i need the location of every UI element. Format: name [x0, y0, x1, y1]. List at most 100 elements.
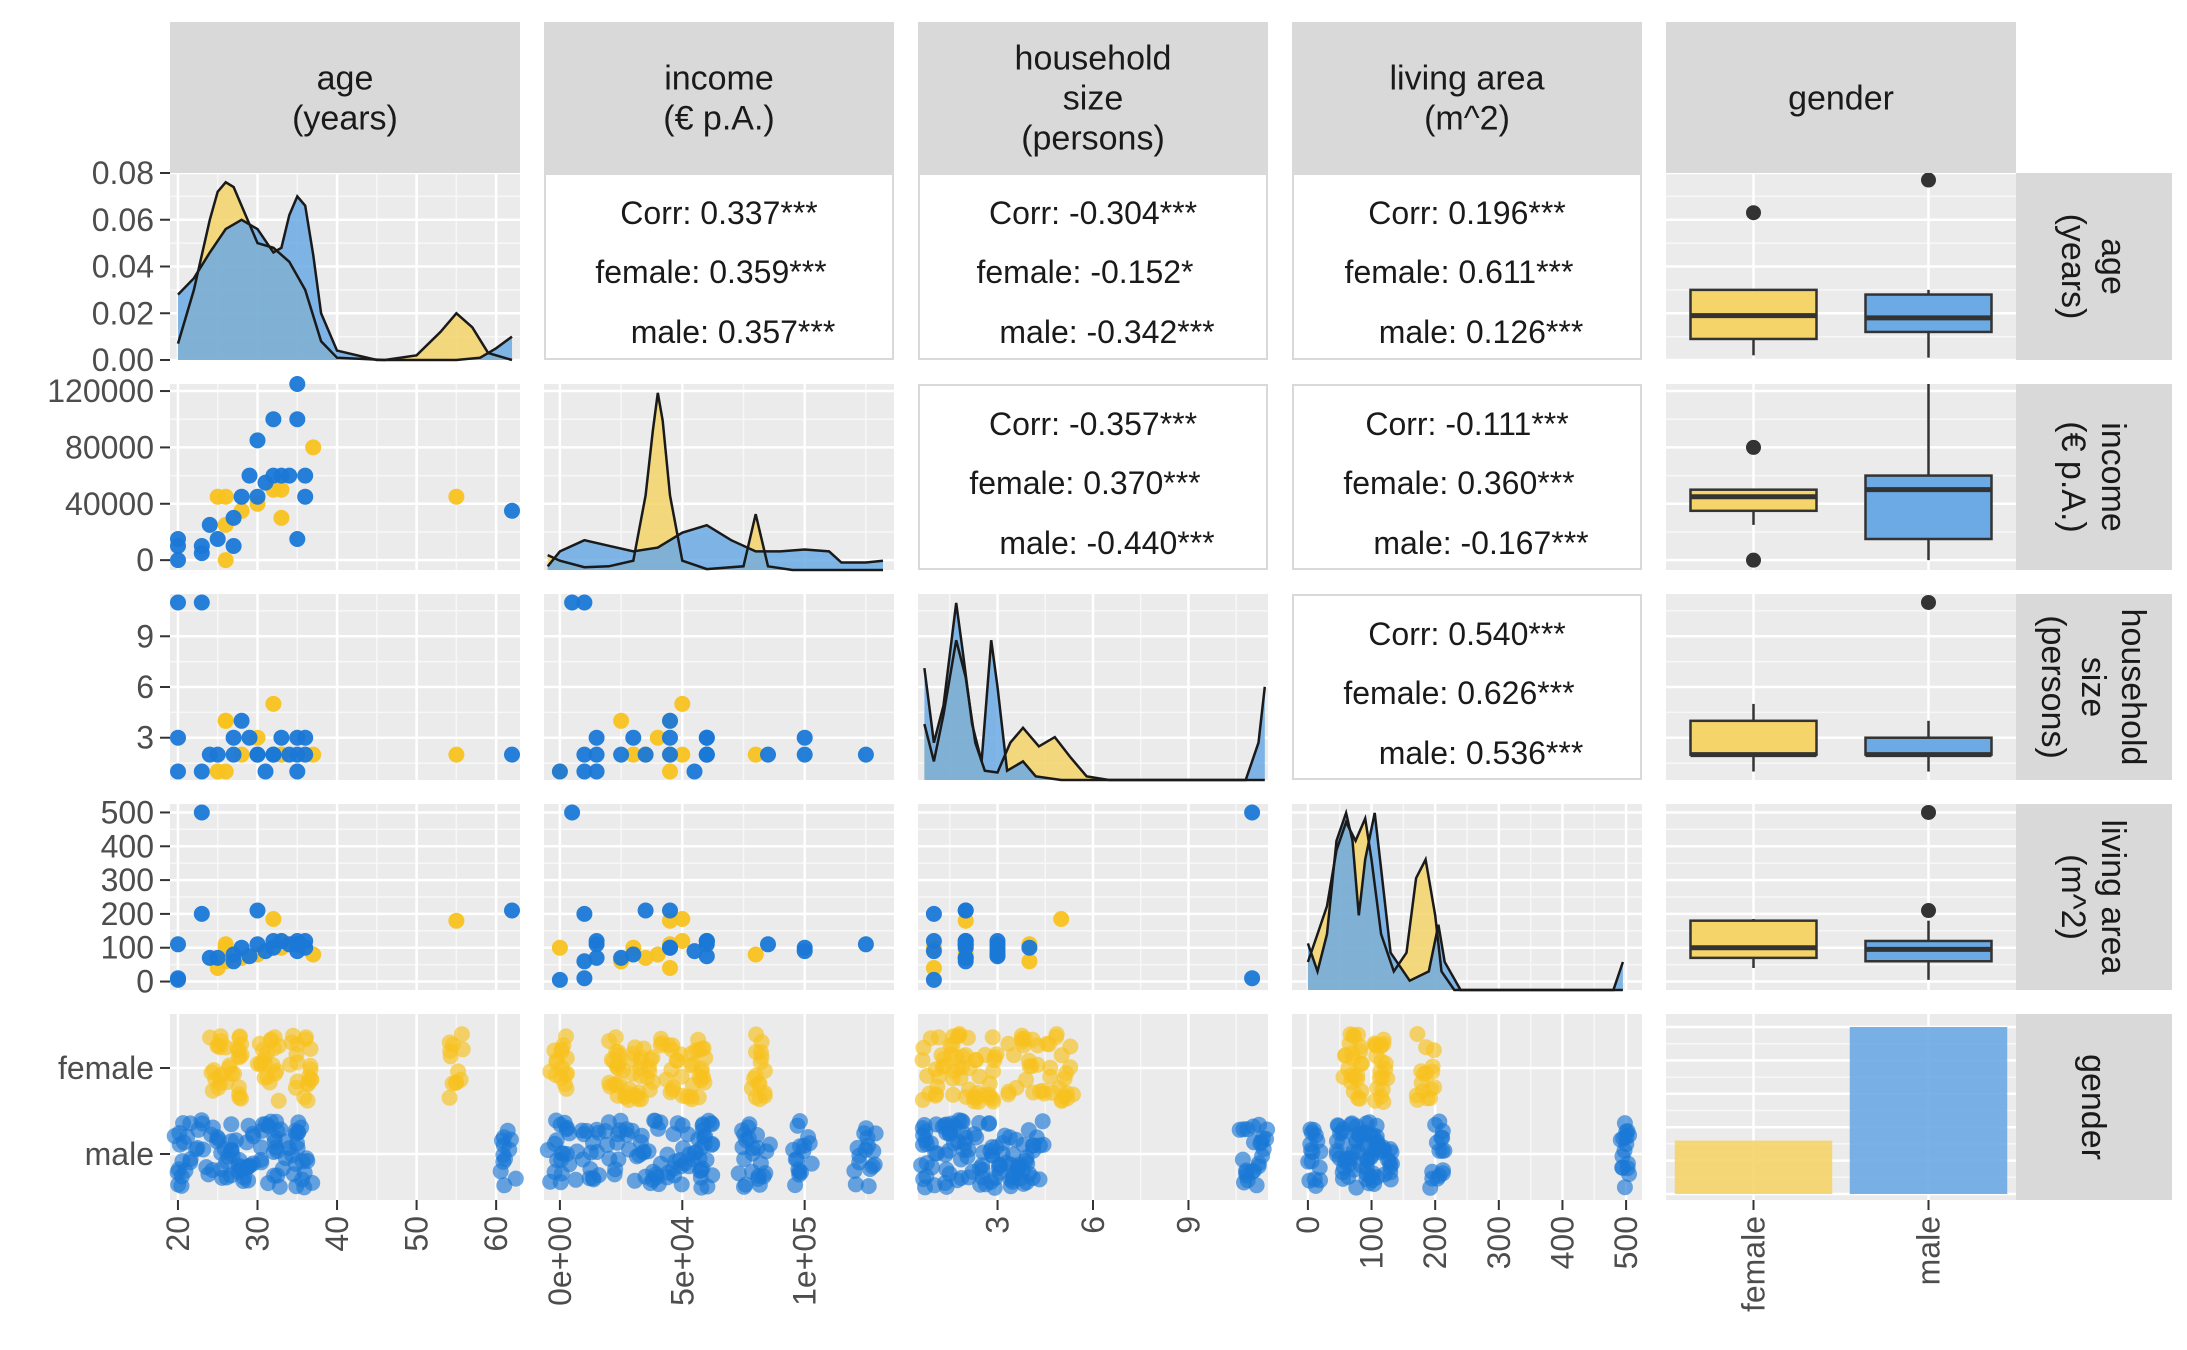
jitter-point-female [693, 1063, 710, 1080]
scatter-point-female [613, 712, 630, 729]
scatter-point-male [698, 948, 715, 965]
corr-group-label: female: 0.359*** [595, 254, 826, 290]
jitter-point-male [1431, 1113, 1448, 1130]
jitter-point-female [1005, 1047, 1022, 1064]
jitter-point-male [1231, 1121, 1248, 1138]
scatter-point-female [674, 911, 691, 927]
panel-r3-c1 [544, 804, 894, 990]
jitter-point-male [578, 1122, 595, 1139]
x-tick-label: 300 [1481, 1216, 1517, 1269]
scatter-point-female [674, 933, 691, 949]
scatter-point-male [273, 729, 290, 746]
panel-r4-c1 [539, 1014, 894, 1200]
jitter-point-male [600, 1114, 617, 1131]
y-tick-label: 0.02 [92, 295, 154, 331]
jitter-point-female [756, 1062, 773, 1079]
scatter-point-male [193, 763, 210, 780]
jitter-point-male [984, 1139, 1001, 1156]
scatter-point-female [625, 746, 642, 763]
scatter-point-male [170, 971, 186, 988]
box-body-female [1689, 919, 1818, 960]
scatter-point-male [576, 746, 593, 763]
strip-background [2016, 594, 2172, 780]
scatter-point-male [170, 763, 186, 780]
jitter-point-male [856, 1125, 873, 1142]
jitter-point-female [1425, 1042, 1442, 1059]
panel-r2-c2 [918, 594, 1268, 782]
jitter-point-male [791, 1166, 808, 1183]
jitter-point-male [669, 1115, 686, 1132]
x-tick-label: 30 [240, 1216, 276, 1252]
jitter-point-female [977, 1046, 994, 1063]
density-area-male [547, 525, 883, 570]
jitter-point-female [697, 1049, 714, 1066]
panel-r2-c0 [170, 594, 520, 780]
x-tick-label: 9 [1170, 1216, 1206, 1234]
scatter-point-male [281, 467, 298, 484]
jitter-point-male [758, 1143, 775, 1160]
strip-right-living: living area(m^2) [2016, 804, 2172, 990]
strip-top-age: age(years) [170, 22, 520, 173]
scatter-point-male [662, 939, 678, 956]
y-tick-label: 0 [136, 964, 154, 1000]
scatter-point-male [796, 729, 813, 746]
scatter-point-male [193, 594, 210, 611]
jitter-point-female [249, 1055, 266, 1072]
jitter-point-female [302, 1061, 319, 1078]
panel-r4-c2 [913, 1014, 1276, 1200]
jitter-point-female [442, 1043, 459, 1059]
panel-r0-c3: Corr: 0.196*** female: 0.611*** male: 0.12… [1292, 173, 1642, 360]
jitter-point-female [984, 1029, 1001, 1046]
corr-group-label: male: 0.126*** [1379, 314, 1584, 350]
density-line-female [923, 639, 1265, 782]
panel-r2-c4 [1666, 594, 2016, 780]
corr-panel-border [1292, 173, 1642, 360]
scatter-point-male [241, 729, 258, 746]
jitter-point-female [1020, 1052, 1037, 1069]
scatter-point-male [225, 729, 242, 746]
jitter-point-female [221, 1057, 238, 1074]
jitter-point-female [690, 1031, 707, 1048]
scatter-point-male [662, 712, 678, 729]
jitter-point-male [1236, 1174, 1252, 1191]
y-tick-label: 40000 [65, 486, 154, 522]
jitter-point-male [847, 1176, 864, 1193]
strip-top-living: living area(m^2) [1292, 22, 1642, 173]
jitter-point-male [736, 1151, 753, 1168]
jitter-point-male [569, 1143, 585, 1160]
panel-r1-c3: Corr: -0.111*** female: 0.360*** male: -0.… [1292, 384, 1642, 570]
scatter-point-male [957, 953, 974, 970]
density-line-male [1306, 808, 1625, 992]
scatter-point-male [576, 970, 593, 987]
scatter-point-male [297, 933, 314, 949]
panel-r3-c3 [1292, 804, 1642, 992]
jitter-point-female [1000, 1086, 1017, 1103]
strip-label-line: household [2114, 609, 2152, 766]
box-outlier-female [1746, 439, 1761, 455]
scatter-point-female [1053, 911, 1070, 927]
jitter-point-female [610, 1060, 627, 1077]
jitter-point-female [264, 1057, 281, 1073]
box-outlier-male [1921, 172, 1936, 188]
jitter-point-male [1309, 1133, 1326, 1150]
scatter-point-female [662, 763, 678, 780]
jitter-point-male [633, 1127, 650, 1144]
strip-background [2016, 1014, 2172, 1200]
scatter-point-male [170, 552, 186, 569]
jitter-point-female [1409, 1026, 1426, 1042]
scatter-point-male [662, 902, 678, 919]
panel-r4-c4 [1666, 1014, 2016, 1200]
scatter-point-male [257, 763, 274, 780]
strip-label-line: income [664, 60, 774, 98]
jitter-point-male [298, 1150, 315, 1167]
x-tick-label: 5e+04 [664, 1216, 700, 1306]
scatter-point-male [1244, 804, 1261, 821]
scatter-point-female [551, 939, 568, 956]
jitter-point-male [960, 1169, 977, 1186]
y-tick-label: 100 [101, 930, 154, 966]
jitter-point-male [1380, 1151, 1396, 1168]
jitter-point-male [1616, 1142, 1633, 1159]
scatter-point-male [233, 712, 250, 729]
jitter-point-female [974, 1087, 991, 1104]
